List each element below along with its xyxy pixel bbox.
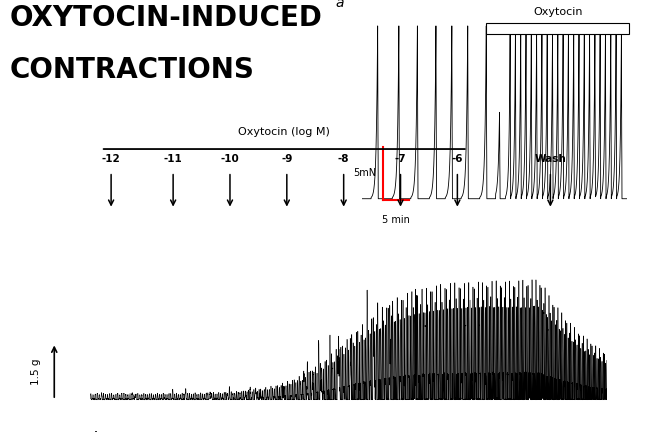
Bar (486, 23, 629, 35)
Text: -10: -10 (220, 154, 240, 164)
Text: OXYTOCIN-INDUCED: OXYTOCIN-INDUCED (10, 4, 322, 32)
Text: Wash: Wash (534, 154, 567, 164)
Text: -8: -8 (338, 154, 349, 164)
Text: -11: -11 (163, 154, 183, 164)
Text: 5mN: 5mN (353, 168, 377, 178)
Text: 1.5 g: 1.5 g (32, 358, 41, 384)
Text: 5 min: 5 min (382, 215, 410, 225)
Text: a: a (335, 0, 344, 10)
Text: CONTRACTIONS: CONTRACTIONS (10, 56, 255, 84)
Text: Oxytocin: Oxytocin (533, 7, 583, 17)
Text: -7: -7 (395, 154, 406, 164)
Text: -9: -9 (281, 154, 293, 164)
Text: -12: -12 (101, 154, 121, 164)
Text: -6: -6 (452, 154, 463, 164)
Text: Oxytocin (log M): Oxytocin (log M) (238, 127, 330, 137)
